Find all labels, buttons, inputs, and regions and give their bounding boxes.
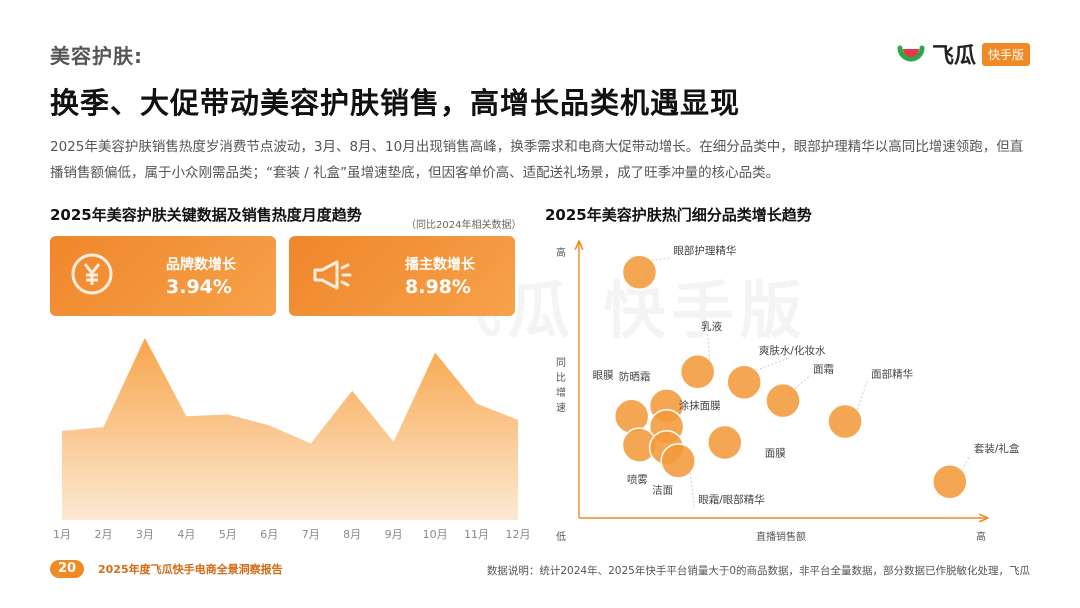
bubble-point [765,382,801,419]
label-leader [689,472,695,507]
kpi-value: 3.94% [166,276,232,298]
kpi-card-brands: 品牌数增长 3.94% [50,236,276,316]
left-chart-note: （同比2024年相关数据） [406,220,522,231]
left-chart-title: 2025年美容护肤关键数据及销售热度月度趋势 [50,206,362,224]
x-tick-high: 高 [976,530,986,543]
x-axis-label: 直播销售额 [756,530,806,543]
bubble-label: 面膜 [765,448,786,460]
kpi-value: 8.98% [405,276,471,298]
area-series [62,338,518,520]
bubble-point [932,464,968,500]
bubble-point [726,364,762,400]
bubble-label: 眼霜/眼部精华 [698,493,765,506]
megaphone-icon [313,260,352,290]
x-tick-label: 10月 [423,528,448,541]
x-tick-label: 12月 [506,528,531,541]
label-leader [794,376,810,389]
bubble-point [827,403,863,440]
bubble-point [621,254,658,290]
label-leader [856,381,868,410]
x-tick-label: 1月 [53,528,71,541]
x-tick-label: 7月 [302,528,320,541]
label-leader [707,333,711,360]
bubble-label: 眼部护理精华 [673,244,736,257]
bubble-label: 面部精华 [871,368,913,381]
bubble-label: 爽肤水/化妆水 [759,344,826,357]
bubble-label: 涂抹面膜 [679,399,721,412]
kpi-label: 品牌数增长 [166,257,236,273]
bubble-point [679,354,716,390]
yuan-coin-icon [71,253,113,295]
y-tick-low: 低 [556,530,566,543]
bubble-label: 面霜 [813,364,834,376]
bubble-label: 洁面 [652,484,673,497]
report-title: 2025年度飞瓜快手电商全景洞察报告 [98,563,283,576]
kpi-label: 播主数增长 [405,257,475,273]
y-tick-high: 高 [556,246,566,259]
logo-icon [897,45,925,62]
x-tick-label: 8月 [343,528,361,541]
logo: 飞瓜 快手版 [896,38,1030,70]
y-axis-label: 同比增速 [556,357,566,414]
right-chart-title: 2025年美容护肤热门细分品类增长趋势 [545,206,812,224]
label-leader [756,357,789,371]
data-note: 数据说明：统计2024年、2025年快手平台销量大于0的商品数据，非平台全量数据… [486,565,1030,577]
monthly-trend-area-chart: 1月 2月 3月 4月 5月 6月 7月 8月 9月 10月 11月 12月 [53,338,531,541]
x-tick-label: 4月 [177,528,195,541]
bubble-label: 喷雾 [627,474,648,486]
page-title: 换季、大促带动美容护肤销售，高增长品类机遇显现 [50,86,741,120]
bubble-label: 乳液 [701,320,722,333]
bubble-label: 防晒霜 [619,370,651,383]
bubble-point [660,443,696,479]
x-tick-label: 3月 [136,528,154,541]
page-number: 20 [50,560,84,578]
x-tick-label: 5月 [219,528,237,541]
x-tick-label: 9月 [385,528,403,541]
logo-tag: 快手版 [981,42,1030,66]
kpi-card-anchors: 播主数增长 8.98% [289,236,515,316]
logo-name: 飞瓜 [931,44,976,69]
label-leader [651,257,670,261]
section-label: 美容护肤: [50,44,143,68]
intro-text: 2025年美容护肤销售热度岁消费节点波动，3月、8月、10月出现销售高峰，换季需… [50,139,1024,181]
x-tick-label: 2月 [94,528,112,541]
bubble-point [707,424,743,461]
bubble-label: 眼膜 [593,369,614,381]
bubble-label: 套装/礼盒 [974,442,1020,455]
label-leader [961,455,971,471]
x-tick-label: 11月 [464,528,489,541]
x-tick-label: 6月 [260,528,278,541]
